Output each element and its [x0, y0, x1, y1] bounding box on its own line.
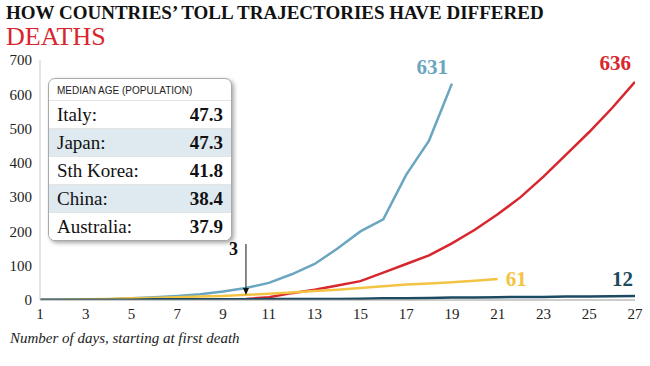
- svg-text:500: 500: [10, 121, 33, 137]
- svg-text:1: 1: [36, 306, 44, 322]
- svg-text:631: 631: [416, 55, 448, 79]
- svg-text:0: 0: [25, 292, 33, 308]
- html-text:MEDIAN AGE (POPULATION): MEDIAN AGE (POPULATION): [57, 85, 193, 96]
- svg-text:636: 636: [600, 51, 632, 75]
- svg-text:7: 7: [174, 306, 182, 322]
- svg-text:9: 9: [219, 306, 227, 322]
- html-text:47.3: 47.3: [189, 131, 223, 153]
- svg-text:61: 61: [506, 267, 527, 291]
- svg-text:13: 13: [307, 306, 322, 322]
- html-text:DEATHS: DEATHS: [6, 22, 106, 51]
- html-text:47.3: 47.3: [189, 103, 223, 125]
- svg-text:17: 17: [399, 306, 415, 322]
- svg-text:12: 12: [612, 267, 633, 291]
- html-text:41.8: 41.8: [189, 159, 223, 181]
- svg-text:600: 600: [10, 87, 33, 103]
- html-text:38.4: 38.4: [189, 187, 223, 209]
- svg-text:100: 100: [10, 258, 33, 274]
- svg-text:11: 11: [262, 306, 276, 322]
- svg-text:19: 19: [444, 306, 459, 322]
- html-text:37.9: 37.9: [189, 215, 223, 237]
- html-text:Japan:: Japan:: [57, 131, 106, 153]
- html-text:China:: China:: [57, 187, 108, 209]
- svg-text:23: 23: [536, 306, 551, 322]
- svg-text:400: 400: [10, 155, 33, 171]
- svg-text:15: 15: [353, 306, 368, 322]
- html-text:Number of days, starting at fi: Number of days, starting at first death: [10, 330, 240, 346]
- svg-text:5: 5: [128, 306, 136, 322]
- svg-text:700: 700: [10, 52, 33, 68]
- svg-text:3: 3: [82, 306, 90, 322]
- html-text:HOW COUNTRIES’ TOLL TRAJECTORI: HOW COUNTRIES’ TOLL TRAJECTORIES HAVE DI…: [6, 2, 544, 23]
- svg-text:300: 300: [10, 189, 33, 205]
- html-text:Australia:: Australia:: [57, 215, 132, 237]
- svg-text:21: 21: [490, 306, 505, 322]
- html-text:Italy:: Italy:: [57, 103, 98, 125]
- svg-text:27: 27: [628, 306, 643, 322]
- svg-text:200: 200: [10, 224, 33, 240]
- html-text:Sth Korea:: Sth Korea:: [57, 159, 139, 181]
- svg-text:25: 25: [582, 306, 597, 322]
- svg-text:3: 3: [229, 239, 238, 259]
